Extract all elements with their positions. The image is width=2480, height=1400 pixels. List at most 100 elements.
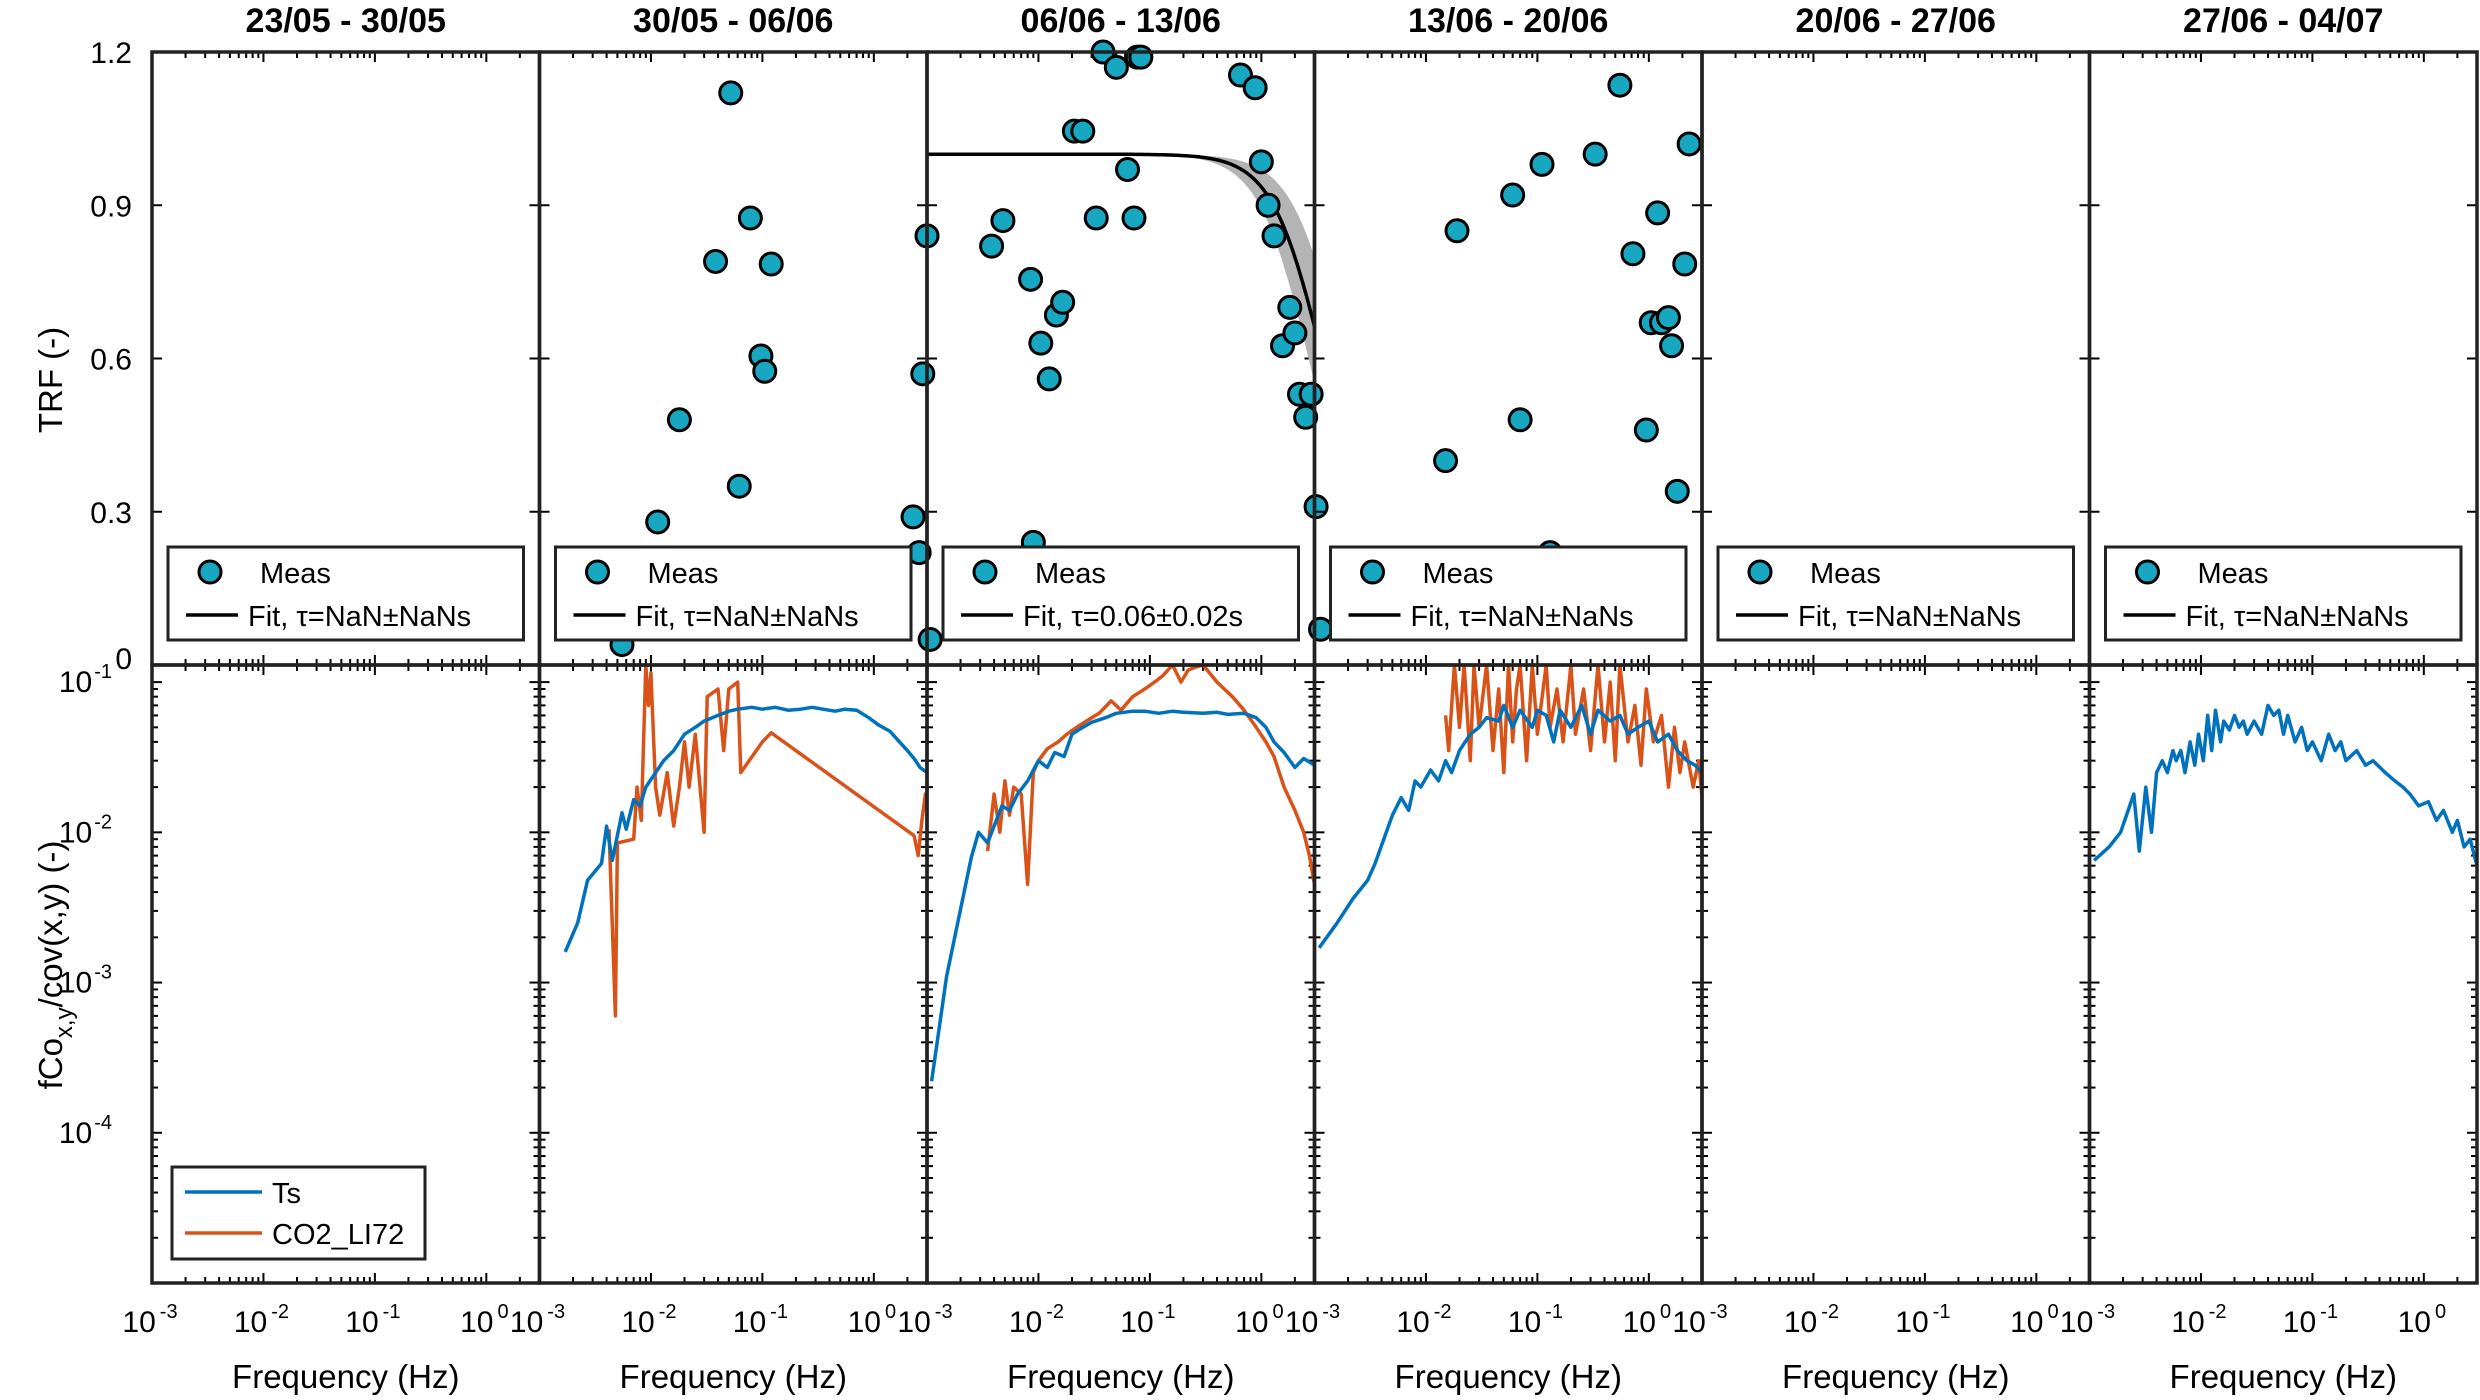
series-ts — [2092, 703, 2477, 867]
top-legend: Meas Fit, τ=NaN±NaNs — [1716, 545, 2075, 642]
legend-fit-label: Fit, τ=0.06±0.02s — [1023, 601, 1243, 633]
y-tick-base: 10 — [59, 967, 92, 1000]
series-co2-li72 — [607, 665, 927, 1018]
x-tick-label: 10 -3 — [897, 1301, 952, 1339]
x-tick-label: 10 -1 — [1120, 1301, 1175, 1339]
meas-point — [1018, 266, 1044, 292]
x-tick-label: 10 -3 — [1672, 1301, 1727, 1339]
x-tick-base: 10 — [1235, 1306, 1268, 1339]
panel-title: 06/06 - 13/06 — [1021, 2, 1221, 40]
bottom-ticks — [1313, 665, 1703, 1284]
x-tick-base: 10 — [2171, 1306, 2204, 1339]
legend-co2-label: CO2_LI72 — [272, 1219, 404, 1251]
legend-meas-label: Meas — [2198, 558, 2269, 590]
x-tick-base: 10 — [1396, 1306, 1429, 1339]
x-tick-base: 10 — [345, 1306, 378, 1339]
x-tick-base: 10 — [234, 1306, 267, 1339]
series-ts — [929, 709, 1315, 1082]
x-tick-exponent: -2 — [1434, 1301, 1452, 1323]
bottom-y-tick-label: 10 -4 — [59, 1112, 112, 1150]
series-co2-li72 — [1443, 665, 1702, 816]
x-axis-label: Frequency (Hz) — [232, 1358, 459, 1395]
meas-point — [1672, 251, 1698, 277]
meas-point — [990, 208, 1016, 234]
x-tick-label: 10 -2 — [1009, 1301, 1064, 1339]
meas-point — [1050, 289, 1076, 315]
y-tick-base: 10 — [59, 1117, 92, 1150]
x-tick-exponent: 0 — [497, 1301, 508, 1323]
legend-meas-label: Meas — [1423, 558, 1494, 590]
bottom-ticks — [926, 665, 1316, 1284]
x-tick-label: 10 0 — [1235, 1301, 1284, 1339]
meas-point — [726, 473, 752, 499]
top-legend-box — [554, 545, 913, 642]
bottom-ticks — [2088, 665, 2478, 1284]
meas-point — [1500, 182, 1526, 208]
meas-point — [1103, 54, 1129, 80]
x-tick-label: 10 -1 — [1895, 1301, 1950, 1339]
fco-ylabel-main: fCo — [32, 1038, 69, 1089]
x-tick-base: 10 — [1623, 1306, 1656, 1339]
x-tick-label: 10 0 — [460, 1301, 508, 1339]
meas-point — [1115, 156, 1141, 182]
x-tick-label: 10 0 — [2010, 1301, 2058, 1339]
meas-point — [645, 509, 671, 535]
meas-point — [1083, 205, 1109, 231]
meas-point — [979, 233, 1005, 259]
x-tick-base: 10 — [1895, 1306, 1928, 1339]
top-legend-box — [1716, 545, 2075, 642]
panel-title: 27/06 - 04/07 — [2183, 2, 2383, 40]
x-tick-base: 10 — [1672, 1306, 1705, 1339]
trf-ylabel: TRF (-) — [32, 327, 69, 433]
top-legend-box — [1329, 545, 1688, 642]
meas-point — [1507, 407, 1533, 433]
x-tick-base: 10 — [897, 1306, 930, 1339]
bottom-frame — [2087, 663, 2479, 1285]
x-tick-base: 10 — [2283, 1306, 2316, 1339]
legend-fit-label: Fit, τ=NaN±NaNs — [248, 601, 471, 633]
x-tick-label: 10 0 — [848, 1301, 897, 1339]
meas-point — [1444, 218, 1470, 244]
series-co2-li72 — [985, 665, 1315, 887]
top-legend: Meas Fit, τ=0.06±0.02s — [941, 545, 1300, 642]
meas-point — [1676, 131, 1702, 157]
bottom-frame — [925, 663, 1317, 1285]
x-axis-label: Frequency (Hz) — [1395, 1358, 1622, 1395]
meas-point — [1655, 305, 1681, 331]
bottom-frame — [537, 663, 929, 1285]
x-tick-base: 10 — [621, 1306, 654, 1339]
top-legend: Meas Fit, τ=NaN±NaNs — [1329, 545, 1688, 642]
meas-point — [1659, 333, 1685, 359]
labels-layer: TRF (-) fCox,y/cov(x,y) (-) — [32, 327, 78, 1090]
x-tick-exponent: -2 — [271, 1301, 289, 1323]
fit-line — [927, 152, 1315, 328]
x-tick-base: 10 — [733, 1306, 766, 1339]
legend-meas-marker — [197, 559, 223, 585]
x-tick-exponent: -2 — [1046, 1301, 1064, 1323]
x-tick-exponent: 0 — [2047, 1301, 2058, 1323]
meas-point — [752, 358, 778, 384]
top-y-tick-label: 0.6 — [90, 344, 132, 377]
top-legend: Meas Fit, τ=NaN±NaNs — [166, 545, 525, 642]
x-tick-exponent: -2 — [659, 1301, 677, 1323]
x-tick-exponent: 0 — [1272, 1301, 1283, 1323]
x-tick-exponent: -1 — [770, 1301, 788, 1323]
x-tick-exponent: -3 — [160, 1301, 178, 1323]
legend-meas-marker — [1360, 559, 1385, 585]
x-tick-label: 10 -3 — [1285, 1301, 1340, 1339]
meas-point — [1128, 44, 1154, 70]
fco-ylabel: fCox,y/cov(x,y) (-) — [32, 841, 78, 1090]
meas-point — [1607, 72, 1633, 98]
top-legend-box — [2104, 545, 2463, 642]
x-tick-exponent: 0 — [885, 1301, 896, 1323]
x-tick-label: 10 -2 — [621, 1301, 676, 1339]
bottom-frame — [1700, 663, 2092, 1285]
x-tick-base: 10 — [510, 1306, 543, 1339]
x-tick-label: 10 -2 — [2171, 1301, 2226, 1339]
meas-point — [1633, 417, 1659, 443]
bottom-plot — [1317, 665, 1702, 949]
bottom-legend: Ts CO2_LI72 — [170, 1165, 427, 1261]
bottom-ticks — [538, 665, 928, 1284]
